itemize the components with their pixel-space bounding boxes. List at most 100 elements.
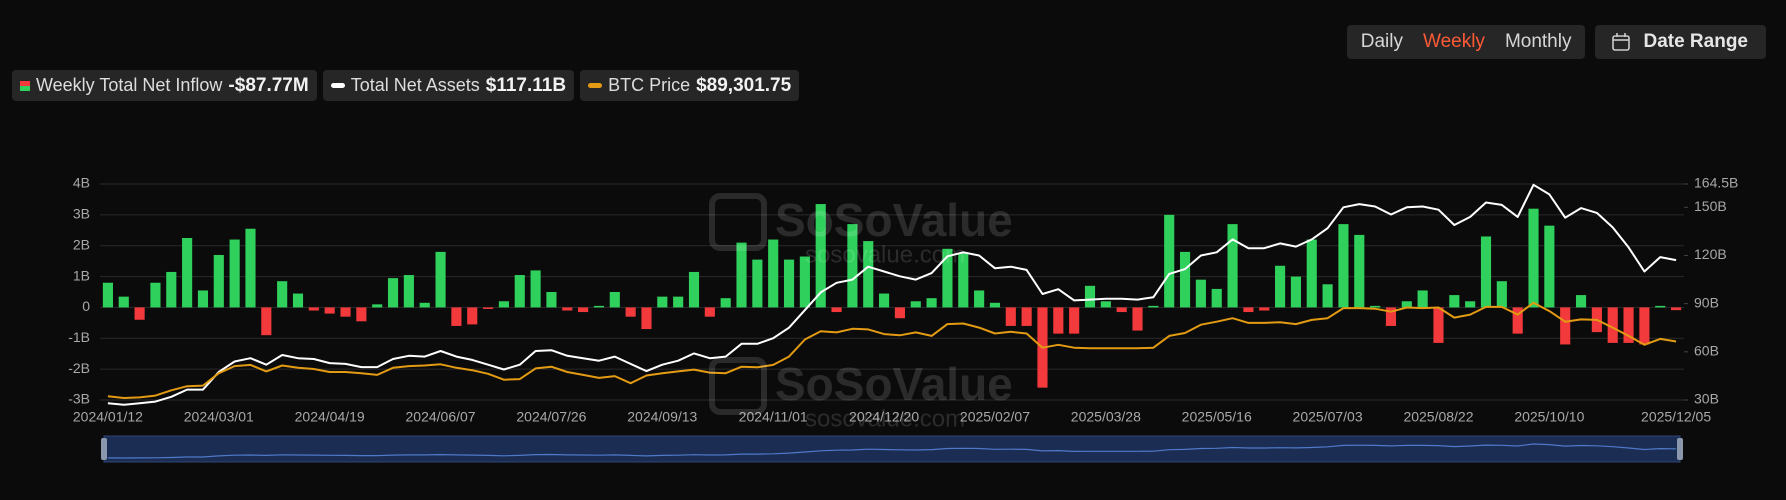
bar: [879, 293, 890, 308]
bar: [673, 296, 684, 308]
bar: [102, 282, 113, 308]
bar: [324, 307, 335, 314]
bar: [768, 239, 779, 308]
watermark-name: SoSoValue: [775, 358, 1013, 410]
bar: [118, 296, 129, 308]
bar: [1084, 285, 1096, 308]
legend-icon: [20, 80, 30, 91]
period-switch: Daily Weekly Monthly: [1346, 25, 1586, 59]
bar: [245, 228, 256, 308]
bar: [1354, 234, 1365, 308]
y-tick-label: -3B: [68, 391, 90, 407]
bar: [974, 290, 985, 308]
bar: [1290, 276, 1301, 308]
bar: [1512, 307, 1523, 334]
x-tick-label: 2025/08/22: [1403, 409, 1473, 425]
zoom-handle: [101, 438, 107, 460]
zoom-handle: [1677, 438, 1683, 460]
legend-label: Weekly Total Net Inflow: [36, 75, 223, 95]
bar: [419, 302, 430, 308]
bar: [182, 238, 193, 308]
x-tick-label: 2025/12/05: [1641, 409, 1711, 425]
x-tick-label: 2024/12/20: [849, 409, 919, 425]
y2-tick-label: 150B: [1694, 198, 1727, 214]
bar: [546, 292, 557, 308]
bar: [1575, 295, 1587, 308]
bar: [1021, 307, 1032, 326]
x-tick-label: 2025/07/03: [1293, 409, 1363, 425]
bar: [799, 256, 810, 308]
x-tick-label: 2024/03/01: [184, 409, 254, 425]
bar: [847, 224, 858, 308]
legend-value: $117.11B: [485, 74, 567, 96]
x-tick-label: 2024/06/07: [406, 409, 476, 425]
bar: [387, 278, 399, 308]
calendar-icon: [1612, 33, 1631, 51]
bar: [863, 241, 874, 308]
x-tick-label: 2024/11/01: [739, 409, 808, 425]
bar: [1116, 307, 1127, 313]
bar: [1480, 236, 1492, 308]
bar: [1164, 214, 1175, 308]
bar: [720, 298, 731, 308]
bar-series: [102, 204, 1682, 388]
bar: [1433, 307, 1444, 343]
zoom-slider: [103, 435, 1681, 463]
watermark-url: sosovalue.com: [805, 405, 965, 432]
y2-tick-label: 60B: [1694, 343, 1719, 359]
zoom-overview: [107, 443, 1677, 459]
legend-icon: [330, 83, 345, 88]
bar: [831, 307, 842, 313]
y-tick-label: 1B: [73, 267, 90, 283]
legend-item: Weekly Total Net Inflow -$87.77M: [12, 70, 317, 101]
toolbar: Daily Weekly Monthly Date Range: [1346, 25, 1766, 59]
bar: [641, 307, 652, 330]
y-tick-label: 0: [82, 298, 90, 314]
bar: [451, 307, 462, 326]
bar: [783, 259, 795, 308]
bar: [910, 301, 921, 308]
bar: [213, 254, 224, 308]
legend-label: Total Net Assets: [350, 75, 480, 95]
watermark-logo: [709, 193, 767, 251]
legend-label: BTC Price: [608, 75, 691, 95]
bar: [1100, 301, 1111, 308]
bar: [1211, 288, 1222, 308]
bar: [1655, 305, 1666, 308]
legend-icon: [588, 83, 603, 88]
bar: [578, 307, 589, 313]
bar: [1195, 279, 1206, 308]
bar: [958, 253, 969, 308]
period-button[interactable]: Monthly: [1504, 31, 1572, 52]
bar: [609, 292, 620, 308]
bar: [1544, 225, 1555, 308]
bar: [1259, 307, 1270, 311]
period-button[interactable]: Daily: [1360, 31, 1403, 52]
bar: [514, 275, 525, 308]
bar: [657, 296, 668, 308]
legend: Weekly Total Net Inflow -$87.77M Total Net…: [12, 70, 800, 101]
bar: [166, 271, 177, 308]
bar: [1528, 208, 1539, 308]
bar: [435, 251, 446, 308]
bar: [1639, 307, 1650, 345]
bar: [1053, 307, 1064, 334]
x-tick-label: 2025/10/10: [1514, 409, 1584, 425]
bar: [356, 307, 367, 322]
y2-tick-label: 90B: [1694, 294, 1719, 310]
bar: [1671, 307, 1682, 311]
period-button[interactable]: Weekly: [1422, 31, 1485, 52]
bar: [134, 307, 145, 320]
bar: [403, 275, 414, 308]
bar: [752, 259, 763, 308]
date-range-label: Date Range: [1643, 31, 1748, 52]
bar: [229, 239, 240, 308]
bar: [372, 304, 383, 308]
legend-value: -$87.77M: [228, 74, 309, 96]
legend-item: BTC Price $89,301.75: [580, 70, 800, 101]
x-tick-label: 2024/01/12: [73, 409, 143, 425]
date-range-button[interactable]: Date Range: [1595, 25, 1766, 59]
bar: [1275, 265, 1286, 308]
